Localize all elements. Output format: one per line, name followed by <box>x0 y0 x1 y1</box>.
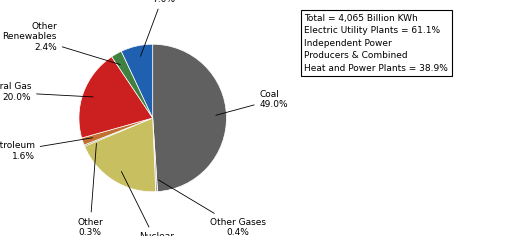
Text: Hydroelectric
7.0%: Hydroelectric 7.0% <box>133 0 194 56</box>
Wedge shape <box>111 51 153 118</box>
Text: Other Gases
0.4%: Other Gases 0.4% <box>158 180 266 236</box>
Text: Other
0.3%: Other 0.3% <box>77 143 103 236</box>
Wedge shape <box>153 44 227 192</box>
Text: Petroleum
1.6%: Petroleum 1.6% <box>0 138 93 161</box>
Wedge shape <box>79 57 153 138</box>
Wedge shape <box>153 118 158 192</box>
Text: Nuclear
19.4%: Nuclear 19.4% <box>122 172 174 236</box>
Wedge shape <box>84 118 153 146</box>
Text: Coal
49.0%: Coal 49.0% <box>216 90 288 115</box>
Wedge shape <box>121 44 153 118</box>
Text: Other
Renewables
2.4%: Other Renewables 2.4% <box>3 22 120 65</box>
Wedge shape <box>84 118 156 192</box>
Wedge shape <box>82 118 153 145</box>
Text: Total = 4,065 Billion KWh
Electric Utility Plants = 61.1%
Independent Power
Prod: Total = 4,065 Billion KWh Electric Utili… <box>304 14 448 73</box>
Text: Natural Gas
20.0%: Natural Gas 20.0% <box>0 83 93 102</box>
